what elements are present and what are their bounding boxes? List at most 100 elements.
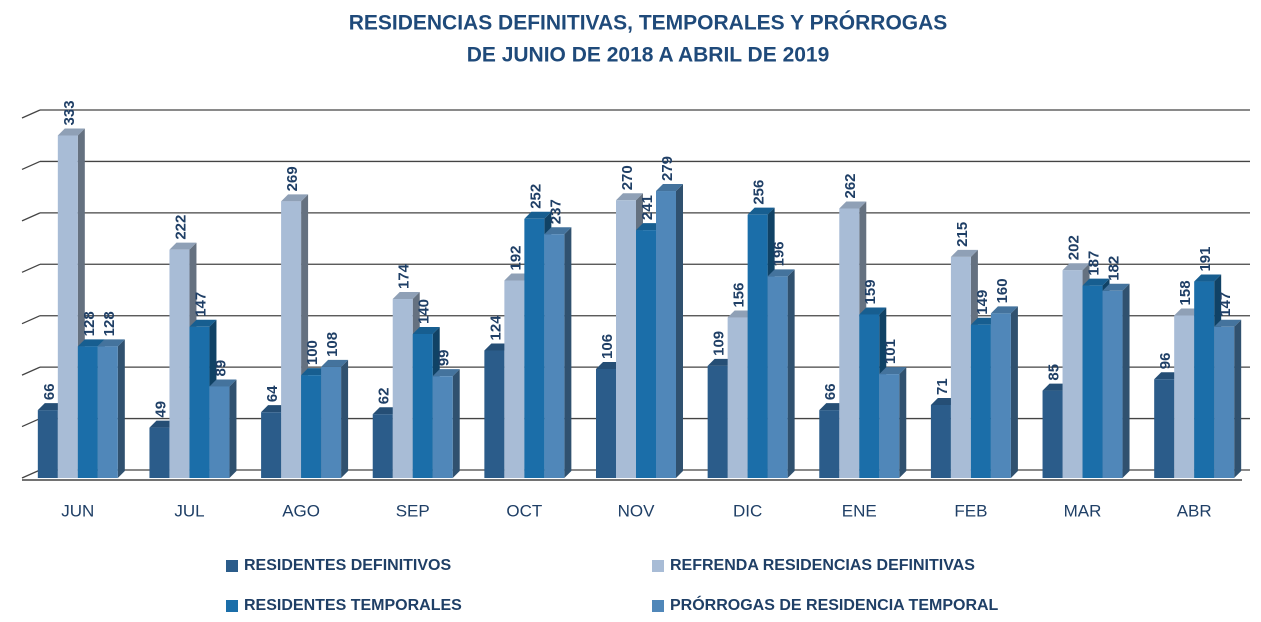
bar-top <box>321 359 349 367</box>
grid-edge <box>21 263 41 273</box>
x-tick-label: JUN <box>61 501 94 520</box>
bar-side <box>676 184 683 478</box>
bar <box>321 366 342 478</box>
grid-edge <box>21 212 41 222</box>
bar <box>432 376 453 478</box>
bar-top <box>747 207 775 215</box>
bar <box>261 412 282 478</box>
chart-title: DE JUNIO DE 2018 A ABRIL DE 2019 <box>467 44 830 67</box>
bar-top <box>57 128 85 136</box>
value-label: 106 <box>599 334 616 359</box>
bar-side <box>117 339 125 478</box>
bar-top <box>544 227 572 235</box>
x-tick-label: MAR <box>1064 501 1102 520</box>
bar-top <box>524 211 552 219</box>
x-tick-label: OCT <box>506 501 542 520</box>
value-label: 196 <box>771 241 788 266</box>
bar-side <box>1234 319 1242 478</box>
bar <box>169 249 190 478</box>
bar <box>767 276 788 478</box>
value-label: 99 <box>436 349 453 366</box>
bar-top <box>412 327 440 334</box>
bar-top <box>281 194 309 202</box>
value-label: 237 <box>547 199 564 224</box>
x-tick-label: ENE <box>842 501 877 520</box>
value-label: 100 <box>304 340 321 365</box>
bar-top <box>1102 283 1130 291</box>
x-tick-label: DIC <box>733 501 762 520</box>
bar <box>149 427 170 478</box>
bar-side <box>341 359 349 478</box>
x-tick-label: NOV <box>618 501 656 520</box>
bar <box>281 201 302 479</box>
value-label: 89 <box>212 360 229 377</box>
value-label: 49 <box>152 401 169 418</box>
value-label: 215 <box>954 222 971 247</box>
bar-side <box>899 367 907 478</box>
bar-top <box>1062 263 1090 271</box>
legend-swatch <box>226 600 238 612</box>
value-label: 66 <box>822 383 839 400</box>
value-label: 128 <box>101 311 118 336</box>
bar <box>1174 315 1195 478</box>
bar <box>1154 379 1175 478</box>
bar <box>484 350 505 478</box>
bar-top <box>1082 278 1110 286</box>
bar <box>1102 290 1123 478</box>
legend-swatch <box>226 560 238 572</box>
bar-side <box>1122 283 1130 478</box>
bar-top <box>169 242 197 250</box>
value-label: 128 <box>81 311 98 336</box>
legend-swatch <box>652 600 664 612</box>
value-label: 108 <box>324 332 341 357</box>
value-label: 109 <box>711 331 728 356</box>
value-label: 192 <box>507 245 524 270</box>
value-label: 96 <box>1157 353 1174 370</box>
chart-title: RESIDENCIAS DEFINITIVAS, TEMPORALES Y PR… <box>349 11 948 35</box>
value-label: 222 <box>172 215 189 240</box>
bar <box>950 256 971 478</box>
value-label: 333 <box>61 100 78 125</box>
bar <box>301 375 322 478</box>
bar <box>97 346 118 478</box>
value-label: 269 <box>284 166 301 191</box>
value-label: 187 <box>1086 251 1103 276</box>
value-label: 71 <box>934 378 951 395</box>
bar-top <box>767 269 795 277</box>
bar <box>1214 326 1235 478</box>
bar <box>839 208 860 478</box>
bar <box>636 230 656 478</box>
bar <box>747 214 768 478</box>
bar <box>970 324 991 478</box>
bar <box>656 191 676 478</box>
x-tick-label: AGO <box>282 501 320 520</box>
bar <box>504 280 525 478</box>
value-label: 147 <box>192 292 209 317</box>
bar-top <box>1214 319 1242 327</box>
value-label: 270 <box>619 165 636 190</box>
value-label: 101 <box>882 339 899 364</box>
grid-edge <box>21 109 41 119</box>
grid-edge <box>21 160 41 171</box>
grid-edge <box>21 366 41 376</box>
bar-top <box>859 307 887 315</box>
bar <box>189 326 210 478</box>
value-label: 85 <box>1046 364 1063 381</box>
value-label: 160 <box>994 278 1011 303</box>
bar <box>544 234 565 478</box>
bar <box>372 414 393 478</box>
bar <box>990 313 1011 478</box>
grid-edge <box>21 315 41 325</box>
bar <box>819 410 840 478</box>
value-label: 62 <box>376 388 393 405</box>
x-tick-label: SEP <box>396 501 430 520</box>
bar-top <box>432 369 460 377</box>
bar <box>1194 281 1215 478</box>
x-tick-label: ABR <box>1177 501 1212 520</box>
value-label: 182 <box>1106 256 1123 281</box>
bar-top <box>839 201 867 209</box>
bar <box>859 314 880 478</box>
value-label: 140 <box>416 299 433 324</box>
bar <box>930 404 951 478</box>
x-tick-label: FEB <box>954 501 987 520</box>
